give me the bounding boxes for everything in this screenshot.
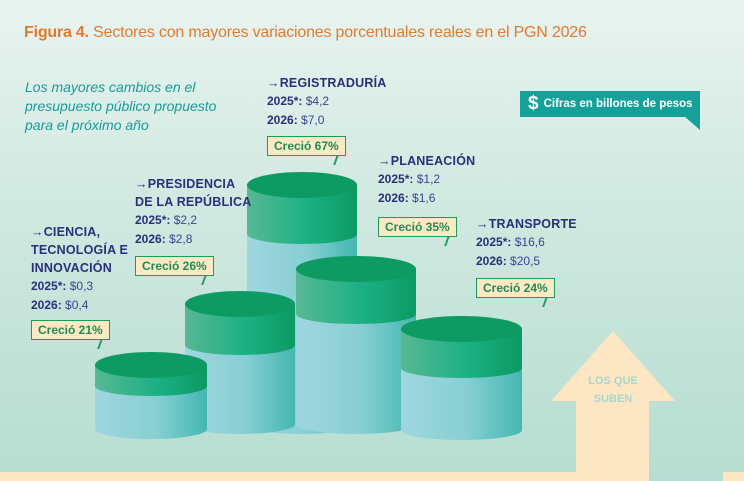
figure-title-text: Sectores con mayores variaciones porcent… (93, 24, 587, 41)
dollar-icon: $ (528, 93, 539, 114)
units-badge-text: Cifras en billones de pesos (543, 98, 693, 110)
label-registraduria: →REGISTRADURÍA 2025*: $4,2 2026: $7,0 (267, 76, 387, 127)
label-ciencia: →CIENCIA, TECNOLOGÍA E INNOVACIÓN 2025*:… (31, 225, 129, 312)
cylinder-planeacion (296, 256, 416, 434)
intro-text: Los mayores cambios en el presupuesto pú… (25, 79, 217, 133)
badge-tail (684, 116, 700, 130)
bottom-strip-right (723, 472, 744, 481)
figure-title: Figura 4. Sectores con mayores variacion… (24, 24, 587, 42)
bottom-strip (0, 472, 649, 481)
up-arrow-shaft (576, 400, 649, 481)
growth-callout-registraduria: Creció 67% (267, 136, 346, 156)
growth-callout-ciencia: Creció 21% (31, 320, 110, 340)
cylinder-ciencia (95, 352, 207, 439)
label-planeacion: →PLANEACIÓN 2025*: $1,2 2026: $1,6 (378, 154, 476, 205)
growth-callout-transporte: Creció 24% (476, 278, 555, 298)
up-arrow-head-icon (551, 331, 675, 401)
figure-label: Figura 4. (24, 24, 89, 41)
label-transporte: →TRANSPORTE 2025*: $16,6 2026: $20,5 (476, 217, 577, 268)
units-badge: $ Cifras en billones de pesos (520, 91, 700, 117)
cylinder-transporte (401, 316, 522, 440)
arrow-label: LOS QUE SUBEN (588, 375, 638, 405)
growth-callout-presidencia: Creció 26% (135, 256, 214, 276)
label-presidencia: →PRESIDENCIA DE LA REPÚBLICA 2025*: $2,2… (135, 177, 252, 246)
growth-callout-planeacion: Creció 35% (378, 217, 457, 237)
